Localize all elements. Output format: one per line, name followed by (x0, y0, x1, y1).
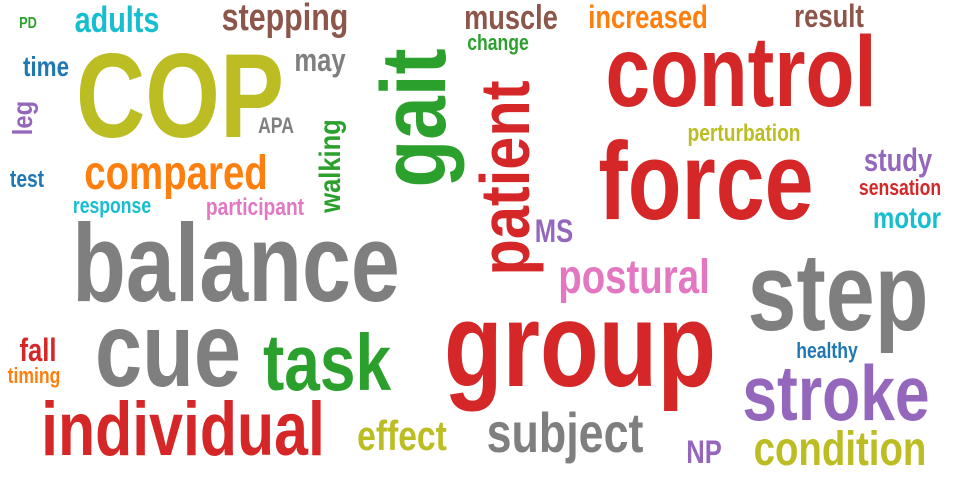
word-test: test (9, 166, 45, 193)
word-response: response (72, 193, 152, 218)
word-timing: timing (7, 363, 61, 388)
word-muscle: muscle (464, 0, 558, 37)
word-change: change (467, 30, 529, 55)
word-leg: leg (7, 100, 38, 136)
word-increased: increased (588, 0, 708, 35)
word-stroke: stroke (742, 349, 930, 437)
word-time: time (22, 51, 70, 82)
word-adults: adults (74, 0, 160, 40)
word-task: task (262, 318, 392, 407)
word-participant: participant (205, 194, 305, 221)
word-subject: subject (486, 401, 644, 464)
word-force: force (598, 120, 814, 243)
word-motor: motor (873, 202, 941, 235)
word-group: group (444, 278, 716, 412)
word-walking: walking (314, 119, 347, 213)
word-individual: individual (41, 387, 325, 472)
word-compared: compared (84, 147, 268, 200)
word-balance: balance (72, 202, 400, 325)
word-np: NP (686, 434, 722, 470)
word-postural: postural (558, 251, 710, 304)
word-step: step (747, 231, 929, 354)
word-stepping: stepping (221, 0, 349, 39)
word-patient: patient (466, 80, 544, 276)
word-may: may (294, 42, 346, 78)
word-control: control (605, 16, 877, 128)
word-ms: MS (534, 213, 574, 249)
word-sensation: sensation (858, 175, 942, 200)
word-gait: gait (363, 48, 465, 188)
word-pd: PD (19, 15, 37, 32)
word-apa: APA (258, 113, 294, 138)
word-effect: effect (357, 412, 447, 459)
word-fall: fall (19, 332, 57, 368)
word-cue: cue (94, 291, 242, 409)
word-study: study (863, 142, 933, 178)
word-result: result (794, 0, 864, 34)
word-cop: COP (75, 29, 285, 163)
word-perturbation: perturbation (687, 120, 801, 147)
word-condition: condition (753, 423, 927, 476)
word-healthy: healthy (796, 338, 858, 363)
